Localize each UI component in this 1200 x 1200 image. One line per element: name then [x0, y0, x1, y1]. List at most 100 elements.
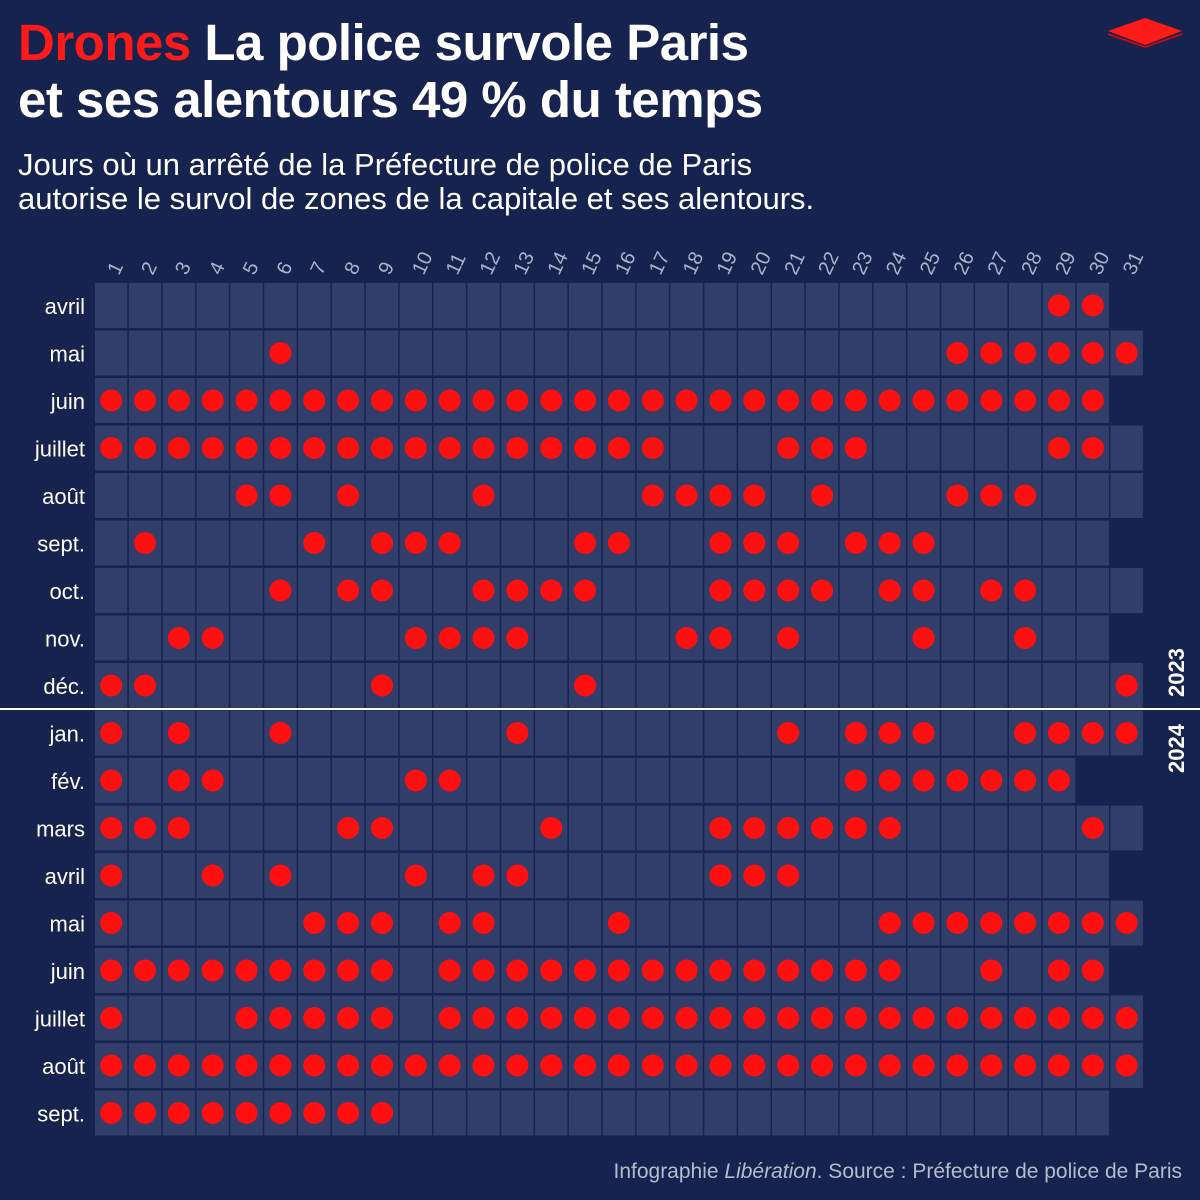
day-cell: [399, 948, 432, 993]
day-cell: [941, 948, 974, 993]
day-cell: [738, 330, 771, 376]
day-cell: [501, 663, 534, 708]
drone-day-dot: [777, 959, 800, 982]
drone-day-dot: [438, 1054, 461, 1077]
month-label: sept.: [37, 1101, 85, 1126]
day-cell: [501, 330, 534, 376]
drone-day-dot: [370, 912, 393, 934]
day-label-1: 1: [104, 259, 129, 278]
day-cell: [230, 615, 263, 661]
drone-day-dot: [607, 437, 630, 459]
drone-day-dot: [370, 1102, 393, 1124]
drone-day-dot: [167, 959, 190, 982]
drone-day-dot: [1081, 912, 1104, 934]
drone-day-dot: [912, 769, 935, 792]
drone-day-dot: [100, 769, 123, 792]
day-cell: [196, 805, 229, 851]
drone-day-dot: [878, 1054, 901, 1077]
day-cell: [1042, 1090, 1076, 1136]
day-cell: [568, 758, 602, 803]
drone-day-dot: [1115, 722, 1138, 744]
drone-day-dot: [777, 437, 800, 459]
day-cell: [602, 330, 636, 376]
day-cell: [602, 473, 636, 518]
drone-day-dot: [370, 817, 393, 839]
day-cell: [433, 1090, 466, 1136]
drone-day-dot: [201, 1054, 224, 1077]
day-label-12: 12: [476, 249, 505, 278]
day-cell: [907, 948, 940, 993]
day-cell: [1008, 425, 1042, 471]
day-cell: [95, 520, 128, 566]
year-label-2023: 2023: [1164, 648, 1189, 697]
day-cell: [331, 615, 365, 661]
drone-day-dot: [134, 437, 157, 459]
month-label: août: [42, 484, 85, 509]
drone-day-dot: [878, 817, 901, 839]
drone-day-dot: [303, 912, 326, 934]
drone-day-dot: [743, 389, 766, 412]
day-label-14: 14: [544, 249, 573, 278]
day-cell: [907, 663, 940, 708]
day-cell: [670, 900, 703, 946]
day-cell: [805, 520, 839, 566]
drone-day-dot: [269, 389, 292, 412]
drone-day-dot: [1014, 389, 1037, 412]
chart-title: Drones La police survole Paris et ses ale…: [18, 14, 1078, 128]
day-cell: [162, 853, 196, 898]
day-label-25: 25: [916, 249, 945, 278]
drone-day-dot: [201, 769, 224, 792]
day-label-24: 24: [882, 249, 911, 278]
day-cell: [568, 710, 602, 756]
day-cell: [839, 900, 873, 946]
day-cell: [805, 758, 839, 803]
day-cell: [501, 900, 534, 946]
day-cell: [230, 663, 263, 708]
drone-day-dot: [235, 389, 258, 412]
drone-day-dot: [540, 437, 563, 459]
drone-day-dot: [574, 437, 597, 459]
day-cell: [365, 758, 399, 803]
drone-day-dot: [201, 389, 224, 412]
drone-day-dot: [878, 532, 901, 554]
day-cell: [738, 283, 771, 328]
day-cell: [602, 283, 636, 328]
day-cell: [772, 900, 805, 946]
day-cell: [467, 663, 500, 708]
day-cell: [230, 710, 263, 756]
drone-day-dot: [100, 912, 123, 934]
drone-day-dot: [1081, 817, 1104, 839]
day-cell: [907, 283, 940, 328]
drone-day-dot: [641, 959, 664, 982]
drone-day-dot: [844, 1007, 867, 1029]
drone-day-dot: [100, 1054, 123, 1077]
day-cell: [467, 330, 500, 376]
drone-day-dot: [709, 959, 732, 982]
drone-day-dot: [1047, 294, 1070, 317]
day-cell: [1042, 615, 1076, 661]
drone-day-dot: [167, 722, 190, 744]
drone-day-dot: [1047, 342, 1070, 364]
day-cell: [298, 710, 331, 756]
day-cell: [196, 473, 229, 518]
source-suffix: . Source : Préfecture de police de Paris: [816, 1160, 1182, 1183]
drone-day-dot: [811, 1054, 834, 1077]
drone-day-dot: [1047, 1054, 1070, 1077]
day-cell: [95, 615, 128, 661]
drone-day-dot: [100, 1007, 123, 1029]
day-cell: [535, 1090, 568, 1136]
drone-day-dot: [438, 959, 461, 982]
drone-day-dot: [506, 437, 529, 459]
drone-day-dot: [574, 1007, 597, 1029]
day-cell: [907, 473, 940, 518]
day-cell: [568, 615, 602, 661]
day-cell: [298, 568, 331, 613]
drone-day-dot: [506, 959, 529, 982]
drone-day-dot: [574, 579, 597, 602]
day-cell: [772, 473, 805, 518]
drone-day-dot: [912, 1054, 935, 1077]
drone-day-dot: [709, 532, 732, 554]
day-cell: [467, 283, 500, 328]
drone-day-dot: [743, 817, 766, 839]
drone-day-dot: [844, 959, 867, 982]
